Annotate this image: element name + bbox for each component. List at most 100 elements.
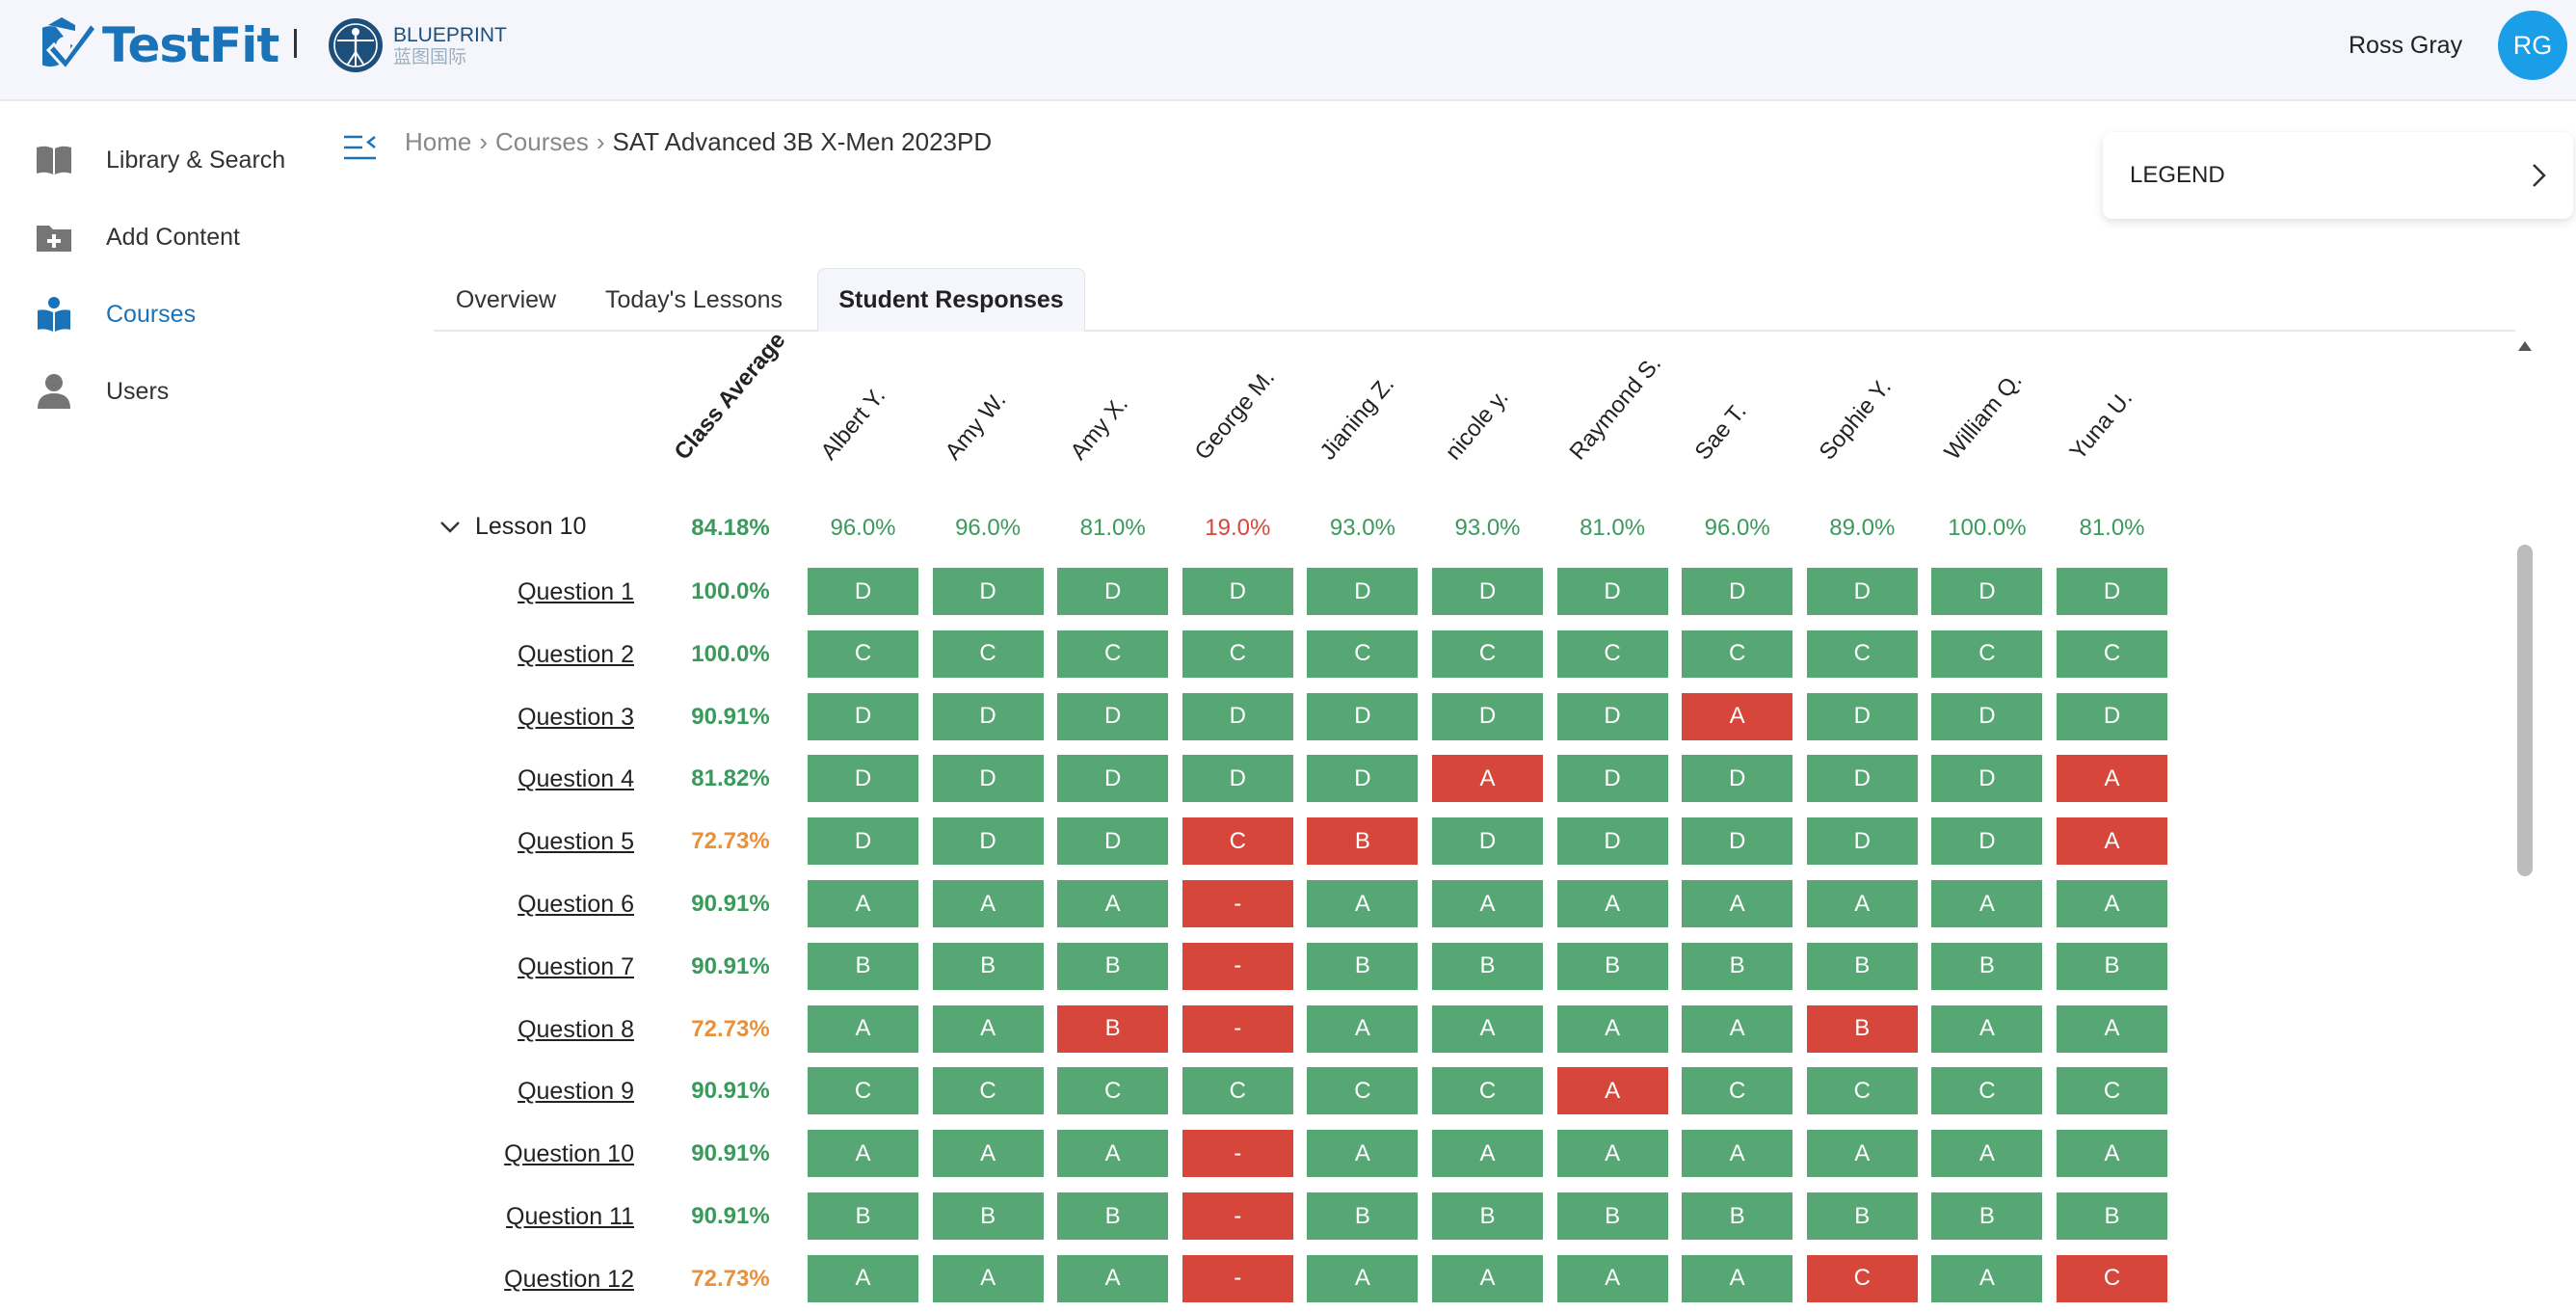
question-link[interactable]: Question 8 — [518, 1015, 634, 1043]
response-cell[interactable]: A — [1432, 1130, 1543, 1178]
question-link[interactable]: Question 1 — [518, 578, 634, 605]
lesson-row[interactable]: Lesson 10 — [438, 513, 586, 541]
tab-student-responses[interactable]: Student Responses — [817, 268, 1085, 332]
response-cell[interactable]: B — [1057, 1192, 1169, 1240]
avatar[interactable]: RG — [2498, 11, 2567, 80]
response-cell[interactable]: A — [2057, 755, 2167, 803]
response-cell[interactable]: B — [2057, 942, 2167, 990]
question-link[interactable]: Question 3 — [518, 703, 634, 731]
response-cell[interactable]: A — [1307, 1254, 1419, 1302]
response-cell[interactable]: D — [1057, 817, 1169, 866]
response-cell[interactable]: - — [1182, 1192, 1293, 1240]
response-cell[interactable]: C — [1931, 1067, 2043, 1115]
response-cell[interactable]: C — [1682, 629, 1793, 678]
response-cell[interactable]: D — [1057, 568, 1169, 615]
tab-overview[interactable]: Overview — [455, 285, 557, 313]
collapse-sidebar-icon[interactable] — [343, 133, 378, 162]
response-cell[interactable]: A — [808, 1004, 918, 1053]
column-header-student[interactable]: Sophie Y. — [1814, 373, 1898, 466]
response-cell[interactable]: A — [2057, 1004, 2167, 1053]
response-cell[interactable]: D — [1057, 755, 1169, 803]
response-cell[interactable]: A — [1432, 1004, 1543, 1053]
response-cell[interactable]: B — [1556, 1192, 1668, 1240]
response-cell[interactable]: B — [1931, 942, 2043, 990]
testfit-logo[interactable]: TestFit — [42, 15, 279, 75]
response-cell[interactable]: D — [1182, 568, 1293, 615]
response-cell[interactable]: D — [1556, 817, 1668, 866]
response-cell[interactable]: D — [2057, 568, 2167, 615]
response-cell[interactable]: B — [1307, 817, 1419, 866]
response-cell[interactable]: D — [1931, 692, 2043, 740]
response-cell[interactable]: A — [1556, 880, 1668, 927]
response-cell[interactable]: D — [932, 755, 1044, 803]
response-cell[interactable]: B — [1806, 1192, 1918, 1240]
question-link[interactable]: Question 10 — [504, 1140, 634, 1168]
response-cell[interactable]: C — [1432, 1067, 1543, 1115]
column-header-student[interactable]: Yuna U. — [2064, 385, 2138, 466]
response-cell[interactable]: D — [1931, 817, 2043, 866]
response-cell[interactable]: A — [808, 1254, 918, 1302]
response-cell[interactable]: A — [1057, 1254, 1169, 1302]
response-cell[interactable]: C — [932, 629, 1044, 678]
response-cell[interactable]: - — [1182, 942, 1293, 990]
response-cell[interactable]: A — [1806, 880, 1918, 927]
column-header-student[interactable]: nicole y. — [1440, 384, 1514, 466]
response-cell[interactable]: C — [1182, 817, 1293, 866]
response-cell[interactable]: D — [1182, 755, 1293, 803]
response-cell[interactable]: A — [932, 1004, 1044, 1053]
response-cell[interactable]: A — [1931, 1130, 2043, 1178]
response-cell[interactable]: A — [1682, 692, 1793, 740]
response-cell[interactable]: A — [1057, 880, 1169, 927]
response-cell[interactable]: D — [2057, 692, 2167, 740]
response-cell[interactable]: D — [1432, 817, 1543, 866]
question-link[interactable]: Question 4 — [518, 765, 634, 793]
sidebar-item-library-search[interactable]: Library & Search — [35, 138, 285, 182]
column-header-student[interactable]: William Q. — [1939, 367, 2028, 466]
response-cell[interactable]: D — [808, 692, 918, 740]
response-cell[interactable]: B — [1806, 1004, 1918, 1053]
response-cell[interactable]: B — [1931, 1192, 2043, 1240]
response-cell[interactable]: A — [1931, 1004, 2043, 1053]
response-cell[interactable]: B — [932, 942, 1044, 990]
response-cell[interactable]: C — [1806, 1067, 1918, 1115]
sidebar-item-users[interactable]: Users — [35, 369, 169, 414]
response-cell[interactable]: A — [1432, 755, 1543, 803]
response-cell[interactable]: D — [1806, 568, 1918, 615]
response-cell[interactable]: C — [1057, 1067, 1169, 1115]
response-cell[interactable]: B — [1432, 1192, 1543, 1240]
response-cell[interactable]: A — [1682, 1130, 1793, 1178]
response-cell[interactable]: C — [808, 1067, 918, 1115]
response-cell[interactable]: D — [932, 817, 1044, 866]
response-cell[interactable]: A — [932, 1254, 1044, 1302]
tab-todays-lessons[interactable]: Today's Lessons — [604, 285, 783, 313]
response-cell[interactable]: C — [2057, 1254, 2167, 1302]
response-cell[interactable]: D — [1307, 568, 1419, 615]
response-cell[interactable]: A — [808, 880, 918, 927]
response-cell[interactable]: A — [932, 880, 1044, 927]
question-link[interactable]: Question 11 — [506, 1203, 634, 1230]
response-cell[interactable]: D — [1556, 568, 1668, 615]
response-cell[interactable]: A — [1931, 880, 2043, 927]
response-cell[interactable]: A — [1682, 1254, 1793, 1302]
response-cell[interactable]: B — [1682, 1192, 1793, 1240]
breadcrumb-courses[interactable]: Courses — [495, 127, 589, 156]
response-cell[interactable]: D — [1556, 692, 1668, 740]
column-header-student[interactable]: Sae T. — [1689, 398, 1752, 466]
column-header-student[interactable]: Raymond S. — [1564, 350, 1667, 466]
question-link[interactable]: Question 5 — [518, 828, 634, 856]
response-cell[interactable]: A — [1556, 1130, 1668, 1178]
response-cell[interactable]: D — [1806, 755, 1918, 803]
breadcrumb-home[interactable]: Home — [405, 127, 472, 156]
response-cell[interactable]: C — [1682, 1067, 1793, 1115]
response-cell[interactable]: A — [2057, 817, 2167, 866]
response-cell[interactable]: D — [1682, 755, 1793, 803]
response-cell[interactable]: D — [808, 568, 918, 615]
response-cell[interactable]: A — [1432, 880, 1543, 927]
response-cell[interactable]: D — [1307, 755, 1419, 803]
response-cell[interactable]: D — [1307, 692, 1419, 740]
response-cell[interactable]: B — [2057, 1192, 2167, 1240]
response-cell[interactable]: D — [932, 692, 1044, 740]
response-cell[interactable]: C — [932, 1067, 1044, 1115]
response-cell[interactable]: D — [1806, 692, 1918, 740]
response-cell[interactable]: C — [1556, 629, 1668, 678]
